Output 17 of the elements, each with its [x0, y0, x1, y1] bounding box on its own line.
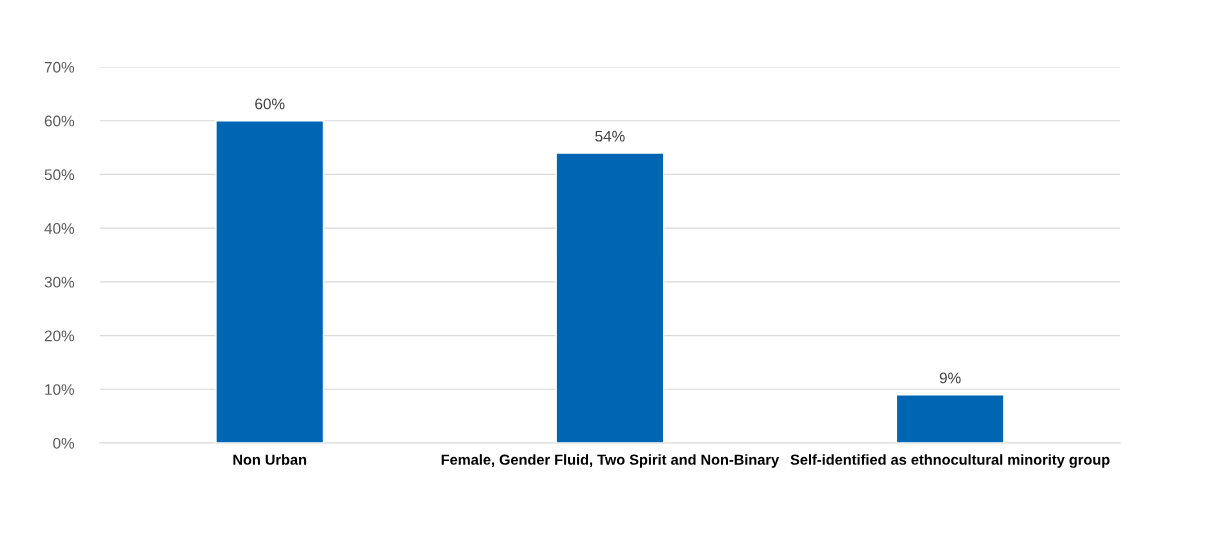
y-tick-label: 30% [44, 276, 75, 288]
y-tick-label: 60% [44, 115, 75, 127]
bar [895, 393, 1005, 444]
y-tick-label: 0% [53, 437, 75, 449]
bar [215, 120, 325, 444]
y-tick-label: 20% [44, 330, 75, 342]
x-tick-label: Non Urban [233, 454, 307, 465]
y-tick-label: 50% [44, 169, 75, 181]
data-label: 54% [595, 130, 625, 142]
data-label: 60% [255, 98, 285, 110]
data-label: 9% [939, 372, 961, 384]
x-tick-label: Female, Gender Fluid, Two Spirit and Non-Binary [441, 454, 780, 468]
y-tick-label: 70% [44, 61, 75, 73]
bar [555, 152, 665, 444]
y-tick-label: 10% [45, 384, 75, 396]
x-tick-label: Self-identified as ethnocultural minority group [790, 454, 1110, 468]
y-tick-label: 40% [44, 223, 75, 234]
